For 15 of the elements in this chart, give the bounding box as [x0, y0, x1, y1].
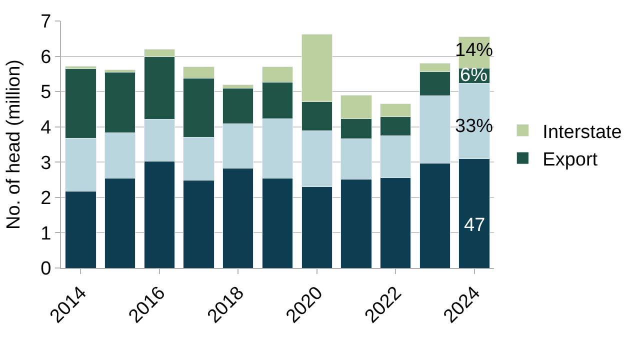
- y-tick-label: 3: [40, 152, 52, 174]
- y-tick-label: 2: [40, 188, 52, 210]
- y-tick-label: 6: [40, 46, 52, 68]
- y-tick-label: 4: [40, 118, 52, 139]
- annotation: 6%: [460, 65, 488, 86]
- annotation: 47: [464, 215, 486, 236]
- y-tick-label: 0: [40, 258, 52, 280]
- annotation: 14%: [455, 40, 494, 61]
- annotation: 33%: [455, 116, 494, 137]
- y-axis-title: No. of head (million): [3, 59, 24, 230]
- legend-label: Export: [542, 149, 598, 170]
- y-tick-label: 5: [40, 82, 52, 104]
- y-tick-label: 7: [40, 12, 52, 33]
- legend-label: Interstate: [542, 122, 622, 143]
- y-tick-label: 1: [40, 223, 52, 244]
